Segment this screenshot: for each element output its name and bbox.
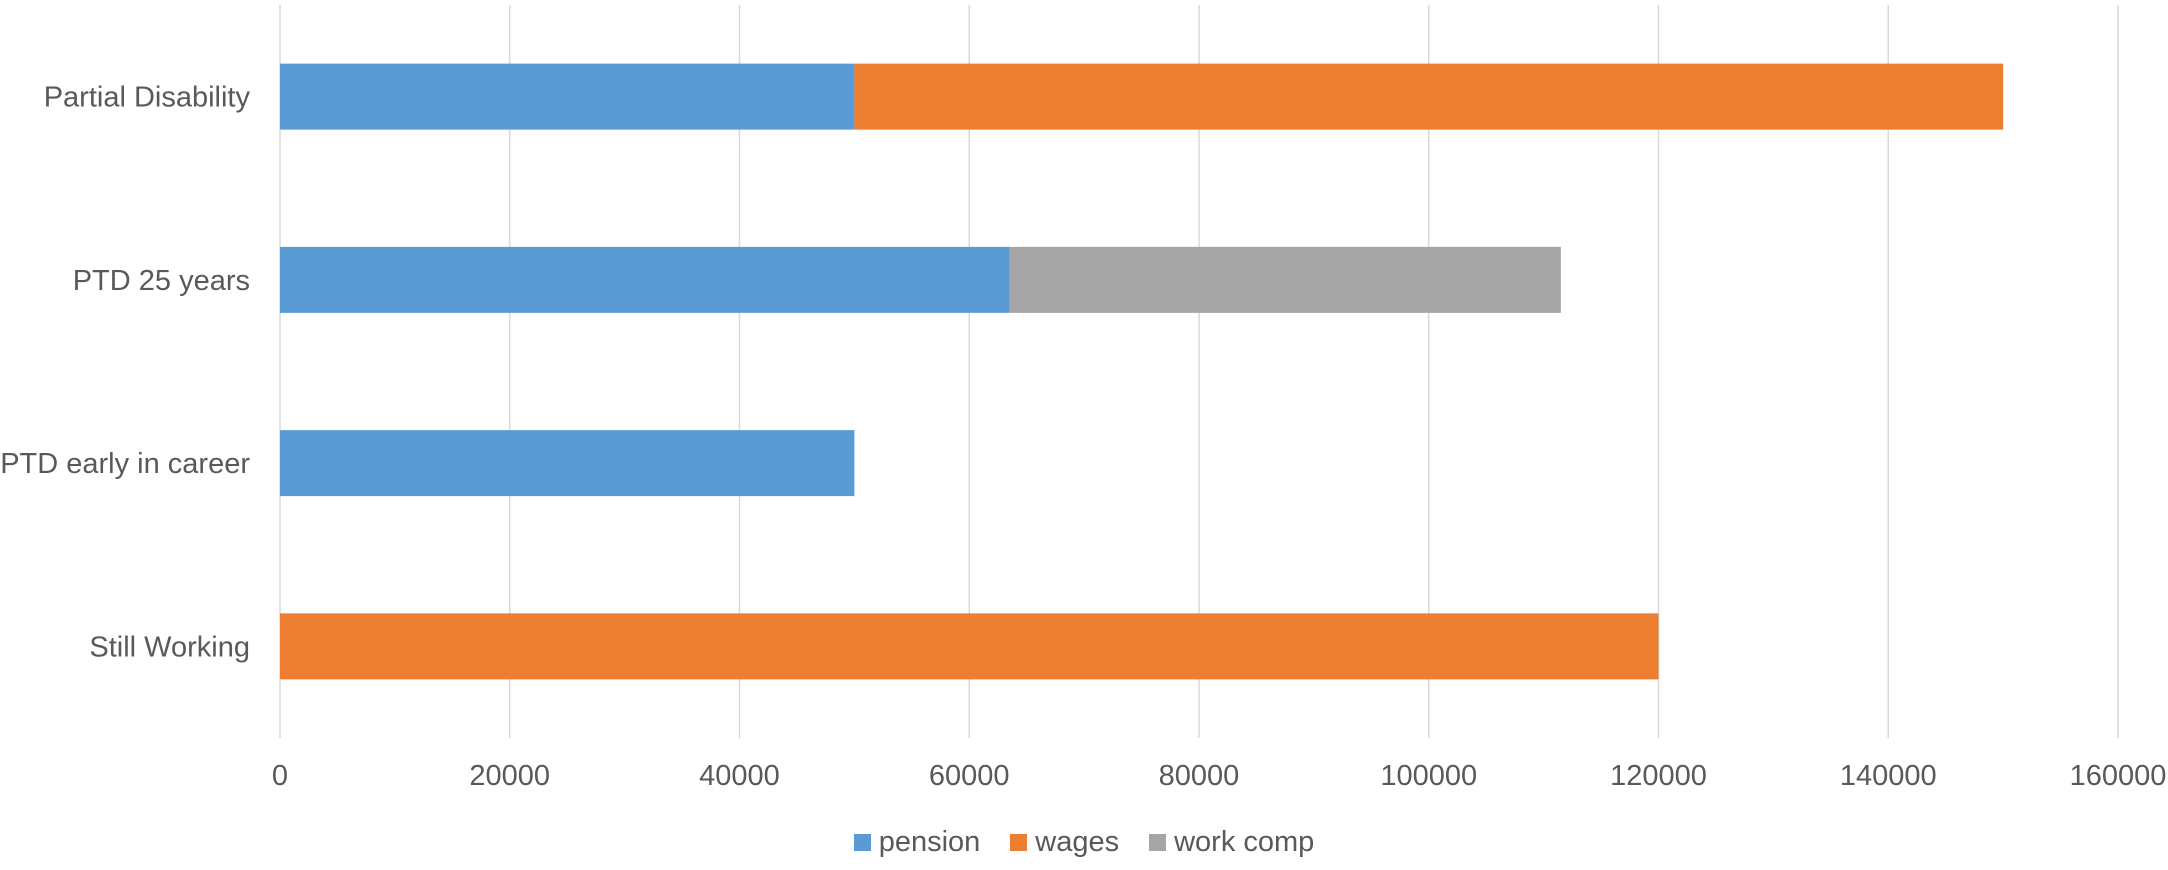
legend-label: wages [1035, 826, 1120, 858]
legend-swatch [853, 834, 871, 851]
x-tick-label: 160000 [2070, 760, 2167, 792]
legend-item: wages [1010, 826, 1119, 859]
legend-label: pension [878, 826, 981, 858]
legend-swatch [1149, 834, 1167, 851]
bar-pension [280, 63, 855, 130]
category-label: PTD 25 years [73, 265, 250, 297]
x-tick-label: 140000 [1840, 760, 1937, 792]
x-tick-label: 100000 [1380, 760, 1477, 792]
x-tick-label: 0 [272, 760, 288, 792]
bar-wages [280, 613, 1659, 680]
x-tick-labels: 0 20000 40000 60000 80000 100000 120000 140000 1… [272, 760, 2166, 792]
x-tick-label: 40000 [699, 760, 780, 792]
category-labels: Partial Disability PTD 25 years PTD early … [0, 82, 250, 664]
bar-pension [280, 430, 855, 497]
x-tick-label: 20000 [469, 760, 550, 792]
legend-label: work comp [1174, 826, 1315, 858]
legend: pension wages work comp [0, 826, 2168, 859]
bars [280, 63, 2004, 680]
category-label: PTD early in career [0, 448, 250, 480]
legend-item: pension [853, 826, 981, 859]
legend-item: work comp [1149, 826, 1314, 859]
x-tick-label: 80000 [1159, 760, 1240, 792]
bar-wages [854, 63, 2004, 130]
legend-swatch [1010, 834, 1028, 851]
bar-pension [280, 246, 1010, 313]
category-label: Partial Disability [44, 82, 251, 114]
category-label: Still Working [89, 631, 250, 663]
x-tick-label: 60000 [929, 760, 1010, 792]
bar-work-comp [1009, 246, 1561, 313]
x-tick-label: 120000 [1610, 760, 1707, 792]
